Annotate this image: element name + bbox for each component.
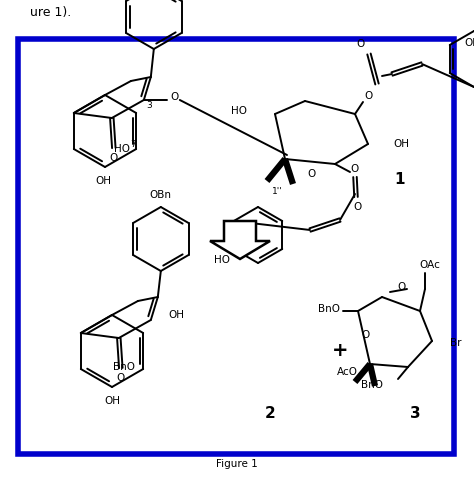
Text: 1'': 1'' bbox=[272, 186, 283, 195]
Text: BnO: BnO bbox=[318, 304, 340, 314]
Text: HO: HO bbox=[214, 255, 230, 265]
Text: O: O bbox=[354, 202, 362, 212]
Text: O: O bbox=[365, 91, 373, 101]
Text: Figure 1: Figure 1 bbox=[216, 459, 258, 469]
Text: O: O bbox=[398, 282, 406, 292]
Text: +: + bbox=[332, 342, 348, 361]
Text: BnO: BnO bbox=[361, 380, 383, 390]
Text: O: O bbox=[171, 92, 179, 102]
Text: 3: 3 bbox=[410, 407, 420, 422]
Text: OH: OH bbox=[104, 396, 120, 406]
Text: O: O bbox=[357, 39, 365, 49]
Text: OAc: OAc bbox=[419, 260, 440, 270]
Text: BnO: BnO bbox=[113, 362, 135, 372]
Text: 7: 7 bbox=[130, 139, 136, 148]
Text: OH: OH bbox=[95, 176, 111, 186]
Bar bbox=[18, 39, 454, 454]
Polygon shape bbox=[210, 221, 270, 259]
Text: OH: OH bbox=[169, 310, 185, 320]
Text: O: O bbox=[362, 331, 370, 341]
Text: O: O bbox=[351, 164, 359, 174]
Text: O: O bbox=[308, 169, 316, 179]
Text: OH: OH bbox=[393, 139, 409, 149]
Text: OBn: OBn bbox=[150, 190, 172, 200]
Text: OH: OH bbox=[465, 38, 474, 48]
Text: O: O bbox=[117, 373, 125, 383]
Text: ure 1).: ure 1). bbox=[30, 5, 71, 19]
Text: 3: 3 bbox=[146, 101, 152, 110]
Text: HO: HO bbox=[114, 144, 130, 154]
Text: HO: HO bbox=[231, 106, 247, 116]
Text: 1: 1 bbox=[395, 171, 405, 186]
Text: Br: Br bbox=[450, 338, 462, 348]
Text: O: O bbox=[109, 153, 118, 163]
Text: AcO: AcO bbox=[337, 367, 358, 377]
Text: 2: 2 bbox=[264, 407, 275, 422]
